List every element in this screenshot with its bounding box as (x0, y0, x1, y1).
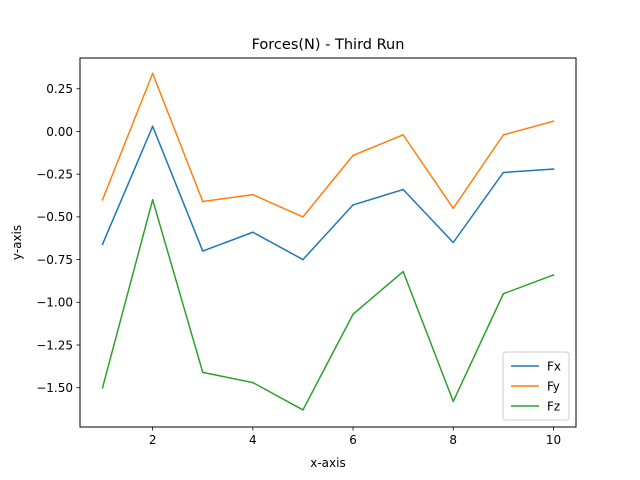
data-point-fx-9 (502, 171, 505, 174)
legend: Fx Fy Fz (502, 351, 570, 421)
y-tick-label: −0.75 (36, 253, 73, 267)
data-point-fy-7 (402, 134, 404, 136)
x-axis-ticks: 2 4 6 8 10 (149, 427, 561, 447)
y-axis-ticks: 0.25 0.00 −0.25 −0.50 −0.75 −1.00 −1.25 −1.50 (36, 82, 80, 395)
legend-label-fz: Fz (547, 399, 560, 413)
data-point-fz-2 (151, 199, 154, 201)
data-point-fx-7 (402, 188, 404, 191)
data-point-fx-8 (452, 241, 454, 244)
legend-label-fx: Fx (547, 359, 561, 373)
data-point-fy-10 (552, 120, 555, 122)
data-point-fz-6 (352, 313, 354, 315)
data-point-fz-4 (252, 381, 254, 384)
series-line-fz (101, 199, 555, 411)
plot-area-frame (79, 57, 577, 428)
data-point-fx-5 (302, 258, 304, 261)
data-point-fz-8 (452, 400, 454, 403)
data-point-fy-5 (302, 216, 304, 218)
data-point-fx-2 (151, 125, 154, 128)
x-tick-label: 2 (149, 433, 157, 447)
y-tick-label: −1.25 (36, 338, 73, 352)
data-point-fy-1 (101, 199, 104, 201)
y-axis-title: y-axis (10, 225, 24, 260)
data-point-fy-3 (202, 200, 204, 203)
data-point-fx-3 (202, 250, 204, 252)
data-point-fz-5 (302, 409, 304, 411)
y-tick-label: −1.00 (36, 296, 73, 310)
x-tick-label: 4 (249, 433, 257, 447)
y-tick-label: −0.25 (36, 167, 73, 181)
data-point-fy-2 (151, 72, 154, 75)
data-point-fz-1 (101, 386, 104, 389)
y-tick-label: −0.50 (36, 210, 73, 224)
y-tick-label: 0.00 (46, 125, 73, 139)
y-tick-label: −1.50 (36, 381, 73, 395)
series-line-fy (101, 72, 555, 218)
x-tick-label: 8 (449, 433, 457, 447)
data-point-fx-10 (552, 168, 555, 170)
data-point-fz-7 (402, 270, 404, 273)
data-point-fz-3 (202, 371, 204, 374)
chart-title: Forces(N) - Third Run (252, 37, 405, 53)
data-point-fx-4 (252, 231, 254, 233)
x-axis-title: x-axis (310, 456, 345, 470)
y-tick-label: 0.25 (46, 82, 73, 96)
x-tick-label: 10 (546, 433, 561, 447)
data-point-fy-8 (452, 207, 454, 210)
data-point-fy-9 (502, 134, 505, 136)
data-point-fy-4 (252, 193, 254, 196)
x-tick-label: 6 (349, 433, 357, 447)
series-line-fx (101, 125, 555, 261)
data-point-fz-9 (502, 293, 505, 295)
data-point-fy-6 (352, 154, 354, 157)
data-point-fx-6 (352, 204, 354, 206)
data-point-fz-10 (552, 274, 555, 276)
data-point-fx-1 (101, 243, 104, 245)
series-layer (101, 72, 555, 411)
legend-label-fy: Fy (547, 379, 560, 393)
